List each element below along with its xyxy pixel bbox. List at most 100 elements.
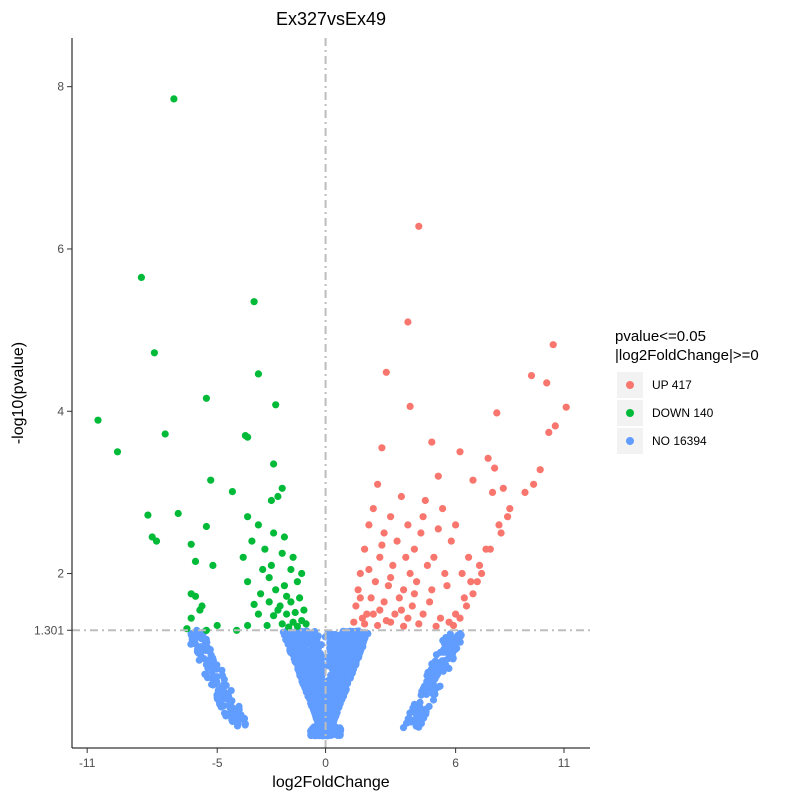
no-point [311,658,319,666]
no-point [448,650,457,658]
point-up [484,454,492,462]
legend-swatch [626,381,634,389]
no-point [193,626,201,635]
point-up [410,545,418,553]
point-up [389,561,397,570]
x-axis-ticks: -11 -5 0 6 11 [79,748,571,770]
no-point [435,683,443,691]
x-tick-label: -5 [212,756,223,770]
x-tick-label: 11 [558,756,571,770]
point-down [196,606,204,614]
no-point [300,631,308,639]
no-point [419,710,427,718]
point-down [244,578,252,586]
no-point [446,630,454,638]
point-up [469,476,477,484]
no-point [333,660,341,668]
point-up [361,545,369,553]
no-point [312,728,320,736]
chart-title: Ex327vsEx49 [276,9,386,29]
point-down [248,537,256,545]
no-point [347,632,355,640]
point-up [445,618,453,626]
no-point [333,634,342,642]
legend-label: NO 16394 [652,434,707,448]
no-point [325,731,333,739]
point-up [365,521,373,529]
point-down [283,592,291,600]
no-point [313,714,321,723]
no-point [428,686,436,694]
no-point [355,652,363,661]
point-up [465,553,473,561]
no-point [331,728,339,736]
no-point [438,657,446,665]
no-point [329,687,337,696]
point-up [417,529,425,537]
point-down [270,529,278,537]
point-up [393,537,401,545]
no-point [340,630,348,638]
no-point [325,660,333,668]
point-down [191,557,200,566]
no-point [195,656,203,664]
point-up [378,444,386,452]
point-down [283,610,291,618]
no-point [293,659,301,667]
point-down [250,298,258,306]
no-point [432,651,441,659]
point-up [491,464,499,472]
point-up [419,513,427,521]
no-point [338,676,346,684]
point-down [278,549,286,557]
point-up [436,614,445,622]
point-up [441,569,449,578]
point-down [144,511,152,519]
no-point [303,687,311,696]
point-down [300,606,308,614]
point-down [94,416,102,424]
point-up [415,222,423,230]
no-point [218,671,226,680]
point-down [293,578,301,586]
no-point [336,690,344,698]
no-point [338,667,346,675]
point-up [406,402,414,410]
point-up [426,598,434,606]
point-up [387,574,395,582]
point-down [291,608,299,617]
point-up [478,569,486,578]
point-down [302,620,310,628]
point-down [267,561,275,570]
no-point [323,724,331,732]
point-up [434,525,442,533]
no-point [420,684,428,692]
point-up [376,553,384,561]
y-axis-ticks: 2 4 6 8 1.301 [34,80,72,637]
point-up [439,505,447,513]
no-point [411,716,419,724]
point-down [280,582,288,590]
point-up [495,521,503,529]
point-down [250,600,258,609]
point-down [254,610,262,618]
point-up [493,409,501,417]
point-up [406,569,414,578]
point-up [382,368,390,376]
no-point [303,661,311,669]
point-down [267,496,275,505]
point-up [404,318,412,326]
point-down [150,349,158,357]
point-up [369,505,377,513]
point-up [384,582,392,590]
point-down [270,460,278,468]
point-up [410,590,418,598]
point-up [371,578,379,586]
point-up [350,618,358,626]
series-significant [94,95,570,634]
point-down [228,488,236,496]
no-point [187,630,195,638]
point-up [452,610,460,618]
no-point [205,646,213,654]
